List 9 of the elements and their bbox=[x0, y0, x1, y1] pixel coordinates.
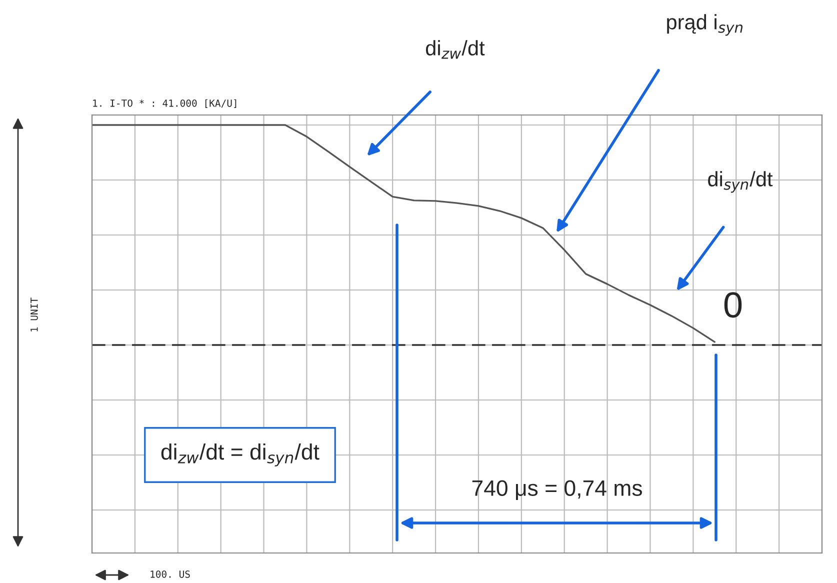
annotation: di$_{syn}$/dt bbox=[708, 171, 773, 193]
annotation: 0 bbox=[724, 292, 742, 318]
text: di$_{zw}$/dt = di$_{syn}$/dt bbox=[161, 443, 320, 466]
text: 740 μs = 0,74 ms bbox=[472, 480, 642, 500]
text: di$_{zw}$/dt bbox=[426, 40, 485, 59]
text: 1 UNIT bbox=[30, 298, 38, 332]
text: 100. US bbox=[150, 570, 190, 578]
chart-title: 1. I-TO * : 41.000 [KA/U] bbox=[93, 99, 236, 108]
text: prąd i$_{syn}$ bbox=[667, 14, 743, 36]
